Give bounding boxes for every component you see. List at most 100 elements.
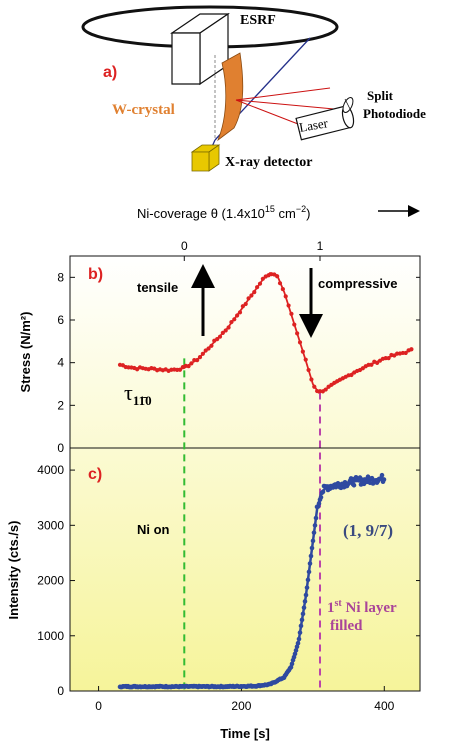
intensity-point: [307, 561, 313, 566]
intensity-point: [308, 553, 314, 559]
stress-point: [280, 286, 285, 292]
stress-point: [300, 349, 305, 354]
intensity-point: [309, 545, 315, 551]
intensity-point: [351, 483, 357, 488]
stress-point: [277, 281, 283, 286]
stress-point: [195, 358, 200, 363]
time-tick-label: 200: [231, 699, 251, 713]
stress-point: [323, 387, 328, 392]
stress-point: [409, 347, 414, 352]
stress-point: [295, 331, 300, 336]
intensity-point: [379, 472, 385, 478]
w-crystal: [217, 52, 244, 142]
panel-a-schematic: ESRF Laser Split Photodiode W-cryst: [81, 5, 426, 172]
stress-point: [255, 285, 260, 290]
stress-point: [386, 356, 391, 361]
beamline-box: [170, 12, 230, 86]
intensity-point: [299, 617, 305, 623]
intensity-point: [295, 640, 301, 646]
data-layer: [117, 272, 414, 690]
intensity-tick-label: 2000: [37, 574, 64, 588]
intensity-point: [312, 523, 318, 528]
stress-point: [189, 361, 194, 366]
layer-filled-label-2: filled: [330, 618, 363, 634]
tensile-label: tensile: [137, 280, 178, 295]
stress-point: [177, 367, 183, 372]
stress-point: [283, 294, 288, 299]
intensity-point: [316, 501, 322, 506]
stress-tick-label: 0: [57, 441, 64, 455]
intensity-point: [298, 623, 304, 629]
coverage-tick-label: 0: [181, 239, 188, 253]
stress-point: [235, 313, 240, 318]
stress-point: [292, 322, 297, 327]
intensity-tick-label: 3000: [37, 518, 64, 532]
stress-point: [349, 372, 354, 378]
crystal-label: W-crystal: [112, 102, 175, 118]
stress-tick-label: 4: [57, 356, 64, 370]
stress-axis-label: Stress (N/m²): [18, 312, 33, 393]
panel-bc-background: [70, 256, 420, 691]
stress-point: [249, 293, 254, 298]
intensity-point: [304, 585, 310, 590]
stress-point: [237, 310, 243, 315]
coverage-tick-label: 1: [317, 239, 324, 253]
coverage-axis-title: Ni-coverage θ (1.4x1015 cm−2): [137, 204, 420, 221]
stress-point: [309, 377, 314, 382]
laser-beam-3: [235, 87, 331, 101]
stress-point: [240, 304, 245, 309]
intensity-point: [293, 648, 299, 653]
coverage-axis-label: Ni-coverage θ (1.4x1015 cm−2): [137, 204, 310, 221]
stress-point: [303, 357, 308, 362]
detector-label: X-ray detector: [225, 155, 312, 170]
time-axis-label: Time [s]: [220, 726, 270, 741]
stress-point: [200, 351, 205, 356]
intensity-point: [301, 605, 307, 610]
stress-point: [220, 330, 225, 335]
intensity-tick-label: 4000: [37, 463, 64, 477]
stress-point: [260, 276, 265, 281]
stress-point: [243, 301, 248, 307]
stress-point: [223, 328, 228, 333]
intensity-point: [318, 495, 324, 500]
stress-point: [246, 296, 251, 301]
intensity-point: [303, 592, 309, 598]
tau-label: τ11̄0: [124, 380, 152, 408]
stress-point: [306, 367, 311, 373]
panel-b-label: b): [88, 266, 103, 283]
stress-point: [229, 319, 234, 325]
reflection-label: (1, 9/7): [343, 521, 393, 540]
laser-label: Laser: [298, 115, 330, 135]
intensity-point: [320, 489, 326, 495]
layer-filled-label-1: 1st Ni layer: [327, 598, 397, 616]
time-tick-label: 400: [374, 699, 394, 713]
stress-point: [215, 337, 220, 342]
stress-point: [369, 362, 374, 367]
stress-point: [297, 340, 303, 345]
xray-detector-icon: [190, 144, 221, 172]
intensity-point: [306, 569, 312, 575]
intensity-point: [292, 651, 298, 657]
panel-a-label: a): [103, 64, 117, 81]
stress-point: [403, 350, 408, 356]
intensity-point: [302, 599, 308, 604]
stress-point: [275, 274, 280, 279]
stress-point: [232, 317, 237, 322]
guide-lines: [183, 358, 321, 691]
stress-point: [186, 363, 191, 369]
intensity-point: [300, 611, 306, 617]
stress-tick-label: 2: [57, 398, 64, 412]
compressive-label: compressive: [318, 276, 398, 291]
stress-point: [197, 355, 203, 360]
stress-point: [206, 346, 211, 351]
intensity-point: [289, 661, 295, 667]
axes-layer: 02468010002000300040000200400012: [37, 239, 420, 713]
stress-point: [375, 360, 380, 365]
intensity-axis-label: Intensity (cts./s): [6, 521, 21, 620]
intensity-point: [369, 475, 375, 481]
photodiode-label-2: Photodiode: [363, 106, 426, 121]
stress-point: [226, 325, 231, 330]
stress-tick-label: 6: [57, 313, 64, 327]
laser-beam-1: [235, 99, 299, 125]
